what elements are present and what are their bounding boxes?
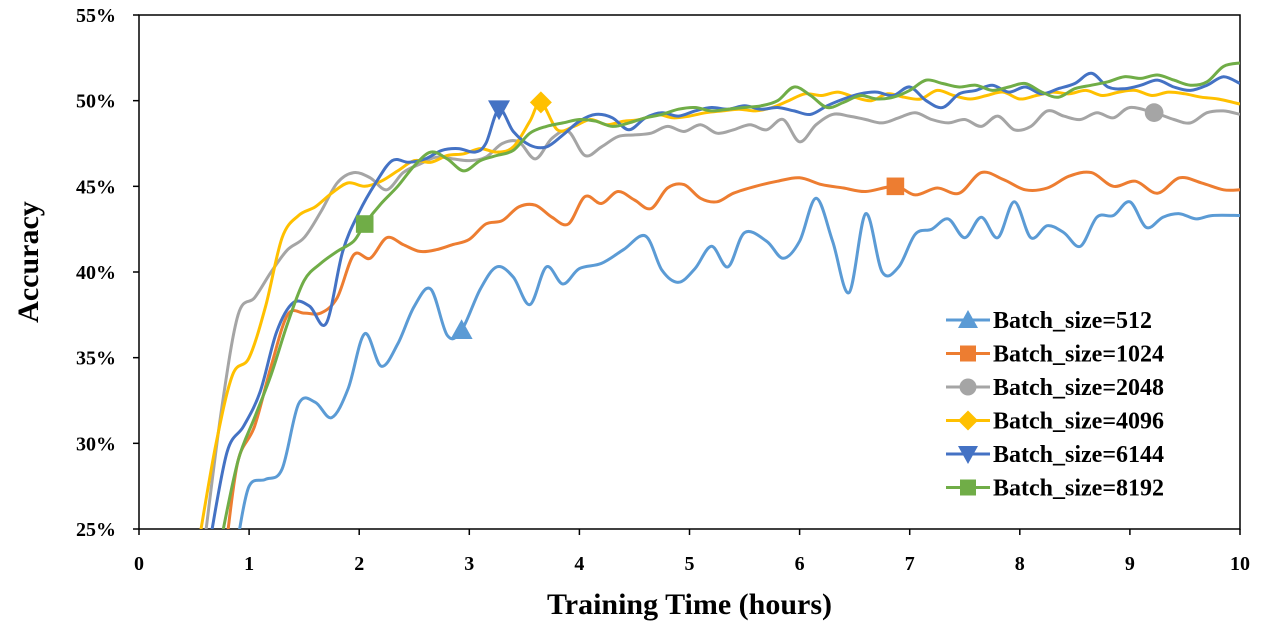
x-tick-label: 3	[464, 553, 474, 575]
series-layer	[199, 61, 1240, 529]
plot-area-frame	[138, 14, 1241, 530]
y-axis-title: Accuracy	[12, 201, 45, 323]
legend-swatch-marker	[960, 345, 976, 362]
y-tick-label: 25%	[76, 519, 116, 541]
series-marker-3	[1144, 103, 1164, 123]
series-line-3	[204, 105, 1240, 529]
x-tick-label: 4	[574, 553, 584, 575]
legend-swatch-marker	[959, 378, 977, 396]
y-tick-label: 40%	[76, 262, 116, 284]
legend-swatch-marker	[958, 310, 978, 328]
x-tick-label: 1	[244, 553, 254, 575]
x-tick-label: 2	[354, 553, 364, 575]
legend-label: Batch_size=1024	[993, 342, 1164, 368]
y-tick-label: 50%	[76, 91, 116, 113]
legend-swatch-marker	[960, 479, 976, 496]
x-tick-label: 8	[1015, 553, 1025, 575]
legend: Batch_size=512 Batch_size=1024 Batch_size=…	[946, 308, 1164, 502]
legend-label: Batch_size=512	[993, 308, 1152, 334]
y-tick-label: 30%	[76, 433, 116, 455]
series-line-6	[221, 61, 1240, 529]
x-tick-label: 9	[1125, 553, 1135, 575]
x-tick-label: 6	[795, 553, 805, 575]
legend-swatch-marker	[958, 410, 978, 431]
y-tick-label: 45%	[76, 176, 116, 198]
legend-swatch-marker	[958, 446, 978, 464]
series-marker-6	[355, 215, 374, 233]
legend-label: Batch_size=6144	[993, 442, 1164, 468]
legend-label: Batch_size=8192	[993, 476, 1164, 502]
series-line-2	[226, 170, 1240, 529]
legend-label: Batch_size=2048	[993, 375, 1164, 401]
series-marker-4	[529, 91, 552, 114]
x-axis-title: Training Time (hours)	[547, 588, 832, 621]
y-tick-label: 55%	[76, 5, 116, 27]
legend-label: Batch_size=4096	[993, 409, 1164, 435]
series-line-5	[210, 71, 1240, 529]
series-line-1	[238, 196, 1240, 529]
series-marker-2	[886, 177, 905, 196]
tick-layer: 0 1 2 3 4 5 6 7 8 9 10 25% 30% 35% 40% 45% 50% 55%	[76, 5, 1250, 575]
x-tick-label: 10	[1230, 553, 1250, 575]
series-marker-5	[488, 100, 511, 121]
x-tick-label: 5	[685, 553, 695, 575]
x-tick-label: 0	[134, 553, 144, 575]
y-tick-label: 35%	[76, 348, 116, 370]
series-marker-1	[450, 319, 473, 340]
x-tick-label: 7	[905, 553, 915, 575]
